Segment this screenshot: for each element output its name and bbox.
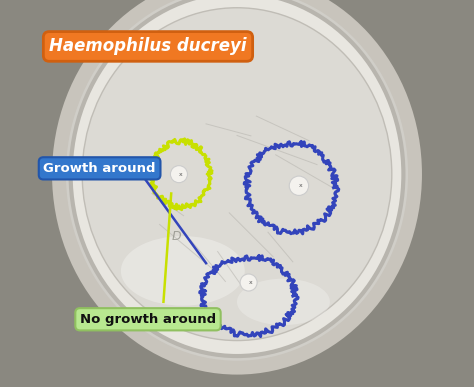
Text: Growth around: Growth around	[43, 162, 156, 175]
Text: Haemophilus ducreyi: Haemophilus ducreyi	[49, 38, 247, 55]
Circle shape	[289, 176, 309, 195]
Circle shape	[240, 274, 257, 291]
Ellipse shape	[59, 0, 415, 368]
Text: x: x	[299, 183, 303, 188]
Text: x: x	[179, 172, 183, 176]
Circle shape	[171, 166, 187, 183]
Text: No growth around: No growth around	[80, 313, 216, 326]
Ellipse shape	[237, 279, 330, 325]
Ellipse shape	[71, 0, 403, 356]
Text: D: D	[171, 230, 181, 243]
Text: x: x	[249, 280, 253, 285]
Ellipse shape	[121, 236, 245, 306]
Ellipse shape	[82, 8, 392, 341]
